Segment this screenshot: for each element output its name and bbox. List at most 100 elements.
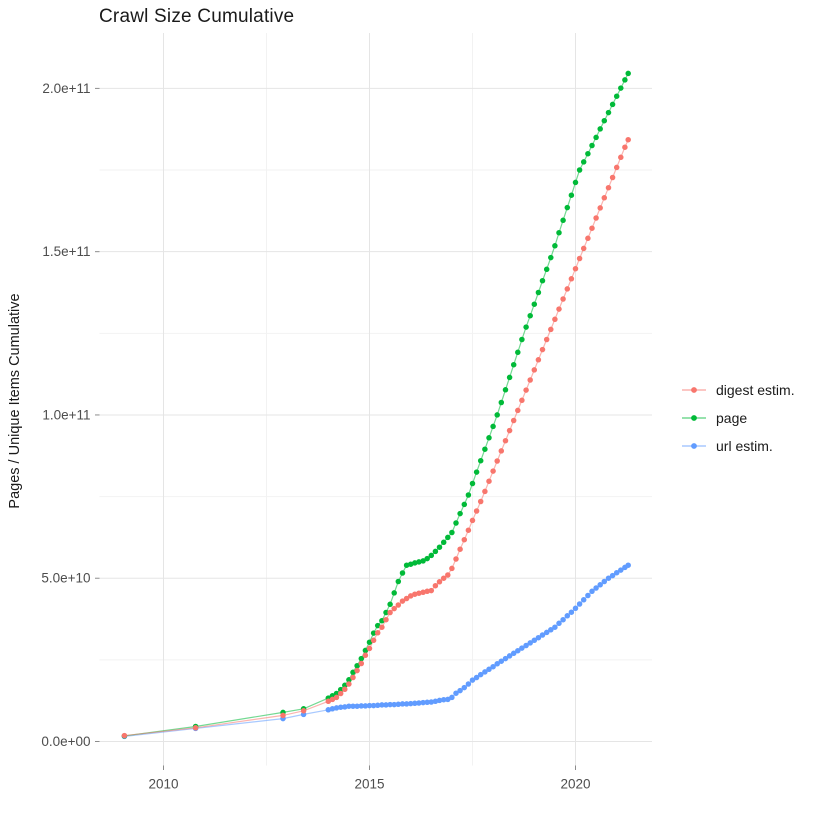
data-point-url-estim- bbox=[502, 655, 509, 662]
data-point-url-estim- bbox=[477, 671, 484, 678]
data-point-digest-estim- bbox=[502, 437, 509, 444]
data-point-digest-estim- bbox=[593, 215, 599, 221]
data-point-url-estim- bbox=[527, 640, 533, 646]
data-point-url-estim- bbox=[625, 562, 631, 568]
data-point-url-estim- bbox=[354, 703, 360, 709]
data-point-page bbox=[543, 266, 550, 273]
legend-label: digest estim. bbox=[716, 381, 795, 398]
data-point-digest-estim- bbox=[457, 546, 463, 552]
data-point-digest-estim- bbox=[449, 565, 455, 572]
data-point-page bbox=[387, 601, 393, 608]
data-point-url-estim- bbox=[432, 698, 439, 705]
data-point-page bbox=[494, 412, 500, 418]
data-point-url-estim- bbox=[461, 684, 468, 691]
data-point-digest-estim- bbox=[543, 336, 550, 343]
data-point-page bbox=[337, 686, 344, 693]
data-point-page bbox=[432, 548, 439, 555]
data-point-digest-estim- bbox=[539, 346, 546, 353]
data-point-url-estim- bbox=[618, 567, 624, 573]
data-point-digest-estim- bbox=[374, 630, 381, 636]
data-point-url-estim- bbox=[370, 702, 377, 709]
data-point-page bbox=[568, 192, 575, 198]
data-point-url-estim- bbox=[387, 701, 393, 708]
legend-item-page: page bbox=[681, 408, 795, 427]
chart-title: Crawl Size Cumulative bbox=[99, 6, 295, 27]
data-point-digest-estim- bbox=[469, 517, 476, 524]
data-point-url-estim- bbox=[572, 605, 579, 612]
data-point-url-estim- bbox=[613, 569, 620, 576]
data-point-page bbox=[552, 243, 558, 249]
data-point-url-estim- bbox=[597, 582, 603, 588]
data-point-page bbox=[370, 630, 377, 636]
data-point-digest-estim- bbox=[403, 595, 410, 602]
data-point-page bbox=[391, 590, 397, 596]
data-point-url-estim- bbox=[593, 585, 599, 591]
data-point-digest-estim- bbox=[192, 725, 199, 731]
data-point-page bbox=[613, 93, 620, 99]
data-point-digest-estim- bbox=[432, 582, 439, 589]
data-point-url-estim- bbox=[535, 634, 542, 641]
data-point-url-estim- bbox=[453, 690, 459, 696]
data-point-page bbox=[383, 609, 389, 616]
data-point-url-estim- bbox=[391, 701, 397, 708]
data-point-digest-estim- bbox=[337, 690, 344, 697]
data-point-url-estim- bbox=[362, 703, 369, 709]
data-point-url-estim- bbox=[383, 702, 389, 708]
data-point-digest-estim- bbox=[535, 357, 542, 363]
data-point-url-estim- bbox=[531, 637, 538, 644]
legend-key-icon bbox=[682, 414, 706, 421]
data-point-digest-estim- bbox=[510, 417, 517, 424]
data-point-url-estim- bbox=[403, 701, 410, 707]
data-point-url-estim- bbox=[556, 620, 562, 627]
data-point-page bbox=[403, 562, 410, 568]
data-point-page bbox=[539, 277, 546, 284]
legend-key-icon bbox=[682, 386, 706, 393]
data-point-page bbox=[519, 336, 525, 343]
data-point-url-estim- bbox=[440, 696, 447, 703]
data-point-digest-estim- bbox=[383, 616, 389, 623]
data-point-digest-estim- bbox=[387, 609, 393, 616]
data-point-page bbox=[473, 469, 480, 475]
data-point-digest-estim- bbox=[477, 498, 484, 505]
legend-item-url-estim-: url estim. bbox=[681, 436, 795, 455]
data-point-digest-estim- bbox=[622, 144, 628, 150]
data-point-url-estim- bbox=[564, 613, 571, 619]
data-point-page bbox=[469, 480, 476, 487]
data-point-page bbox=[576, 167, 583, 173]
data-point-digest-estim- bbox=[350, 674, 356, 681]
data-point-url-estim- bbox=[379, 702, 385, 708]
data-point-digest-estim- bbox=[428, 587, 435, 594]
data-point-digest-estim- bbox=[625, 136, 631, 143]
data-point-page bbox=[585, 150, 591, 157]
x-tick-label: 2010 bbox=[148, 777, 178, 792]
data-point-digest-estim- bbox=[440, 575, 447, 581]
data-point-url-estim- bbox=[449, 694, 455, 701]
data-point-page bbox=[548, 254, 554, 261]
data-point-page bbox=[625, 70, 631, 77]
data-point-url-estim- bbox=[420, 699, 426, 706]
data-point-url-estim- bbox=[424, 699, 430, 706]
data-point-digest-estim- bbox=[461, 536, 468, 543]
data-point-digest-estim- bbox=[473, 508, 480, 514]
data-point-page bbox=[622, 77, 628, 83]
data-point-page bbox=[556, 229, 562, 236]
data-point-url-estim- bbox=[605, 575, 612, 581]
data-point-digest-estim- bbox=[121, 732, 128, 739]
data-point-page bbox=[597, 126, 603, 132]
data-point-page bbox=[535, 289, 542, 296]
data-point-url-estim- bbox=[510, 650, 517, 657]
data-point-url-estim- bbox=[465, 681, 472, 687]
data-point-digest-estim- bbox=[420, 589, 426, 596]
data-point-page bbox=[399, 570, 406, 576]
legend-item-digest-estim-: digest estim. bbox=[681, 380, 795, 399]
data-point-url-estim- bbox=[585, 592, 591, 599]
data-point-url-estim- bbox=[519, 645, 525, 651]
data-point-digest-estim- bbox=[580, 245, 587, 252]
data-point-page bbox=[366, 639, 373, 645]
data-point-digest-estim- bbox=[585, 235, 591, 242]
data-point-digest-estim- bbox=[494, 458, 500, 464]
data-point-url-estim- bbox=[399, 701, 406, 707]
data-point-digest-estim- bbox=[424, 588, 430, 595]
data-point-url-estim- bbox=[457, 687, 463, 694]
